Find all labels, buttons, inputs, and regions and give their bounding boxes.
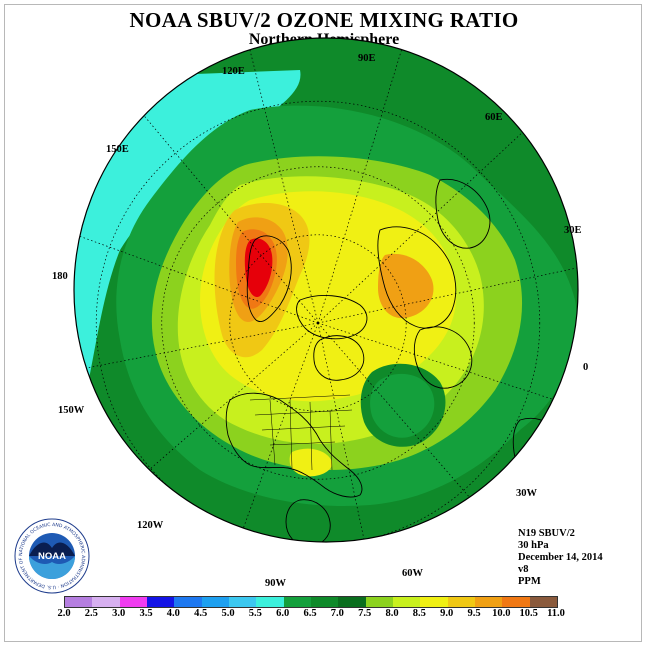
legend-tick-label: 11.0 (547, 608, 565, 619)
siberia-coast-outline (377, 226, 457, 329)
legend-swatch (502, 597, 530, 607)
us-state-lines (249, 394, 353, 471)
arctic-islands-outline (296, 295, 368, 340)
lon-label-150w: 150W (58, 405, 85, 416)
legend-tick-label: 2.5 (84, 608, 98, 619)
meridian-line (317, 256, 578, 324)
legend-tick-label: 7.0 (330, 608, 344, 619)
meridian-line (74, 322, 319, 385)
meridian-line (76, 322, 319, 534)
lon-label-180: 180 (52, 271, 68, 282)
legend-tick-label: 9.0 (440, 608, 454, 619)
map-graticule (74, 38, 578, 542)
field-region-6.5-atlantic (370, 373, 435, 438)
meridian-line (317, 322, 529, 542)
legend-tick-label: 10.0 (492, 608, 511, 619)
meridian-line (317, 104, 553, 324)
legend-tick-label: 10.5 (519, 608, 538, 619)
field-region-8.5-east (378, 253, 434, 319)
field-region-8.0-southeast (289, 448, 333, 477)
scandinavia-outline (413, 326, 473, 389)
greenland-outline (313, 335, 365, 381)
legend-tick-label: 6.5 (303, 608, 317, 619)
ozone-field (74, 38, 578, 542)
legend-swatch (529, 597, 557, 607)
legend-swatch (338, 597, 366, 607)
legend-tick-label: 5.5 (248, 608, 262, 619)
info-panel: N19 SBUV/2 30 hPa December 14, 2014 v8 P… (518, 528, 603, 588)
info-instrument: N19 SBUV/2 (518, 528, 575, 539)
lon-label-120e: 120E (222, 66, 245, 77)
lon-label-120w: 120W (137, 520, 164, 531)
meridian-line (112, 77, 319, 324)
lon-label-60w: 60W (402, 568, 424, 579)
legend-swatch (119, 597, 147, 607)
longitude-labels: 120E 90E 60E 150E 30E 180 0 150W 30W 120… (52, 53, 588, 589)
info-version: v8 (518, 564, 529, 575)
legend-tick-label: 4.0 (166, 608, 180, 619)
page-title: NOAA SBUV/2 OZONE MIXING RATIO (129, 8, 519, 32)
lon-label-30w: 30W (516, 488, 538, 499)
north-america-outline (225, 392, 363, 498)
legend-swatch (392, 597, 421, 607)
legend-tick-label: 7.5 (358, 608, 372, 619)
legend-tick-label: 8.0 (385, 608, 399, 619)
legend-tick-label: 2.0 (57, 608, 71, 619)
legend-swatch (447, 597, 475, 607)
legend-swatch (310, 597, 339, 607)
legend-tick-label: 4.5 (194, 608, 208, 619)
field-region-10.5 (244, 238, 273, 298)
legend-tick-label: 3.5 (139, 608, 153, 619)
lon-label-60e: 60E (485, 112, 503, 123)
legend-swatch (146, 597, 175, 607)
info-units: PPM (518, 576, 541, 587)
lon-label-90w: 90W (265, 578, 287, 589)
latitude-circle (229, 234, 407, 412)
lon-label-150e: 150E (106, 144, 129, 155)
legend-swatch (65, 597, 93, 607)
legend-swatch (474, 597, 503, 607)
latitude-circle (95, 100, 541, 542)
logo-text: NOAA (38, 551, 66, 562)
legend-swatch (201, 597, 229, 607)
legend-tick-label: 5.0 (221, 608, 235, 619)
color-legend-ticks: 2.0 2.5 3.0 3.5 4.0 4.5 5.0 5.5 6.0 6.5 7.0 7.5 8.0 8… (50, 608, 610, 622)
map-boundary (73, 37, 579, 543)
info-pressure: 30 hPa (518, 540, 549, 551)
lon-label-90e: 90E (358, 53, 376, 64)
legend-tick-label: 9.5 (467, 608, 481, 619)
legend-swatch (174, 597, 202, 607)
legend-swatch (228, 597, 257, 607)
legend-swatch (92, 597, 120, 607)
meridian-line (317, 38, 412, 324)
legend-swatch (256, 597, 284, 607)
logo-lower-half (29, 556, 75, 579)
noaa-logo-icon: NATIONAL OCEANIC AND ATMOSPHERIC ADMINIS… (14, 518, 90, 594)
meridian-line (240, 38, 319, 324)
meridian-line (74, 213, 319, 324)
legend-tick-label: 6.0 (276, 608, 290, 619)
meridian-line (317, 322, 385, 542)
legend-swatch (365, 597, 393, 607)
color-legend-bar (64, 596, 558, 608)
lon-label-30e: 30E (564, 225, 582, 236)
legend-tick-label: 8.5 (412, 608, 426, 619)
meridian-line (317, 322, 578, 423)
latitude-circle (161, 166, 475, 480)
logo-bird-shape (29, 542, 75, 556)
meridian-line (208, 322, 319, 542)
central-asia-outline (435, 178, 491, 249)
legend-swatch (283, 597, 311, 607)
info-date: December 14, 2014 (518, 552, 603, 563)
lon-label-0: 0 (583, 362, 588, 373)
caribbean-outline (285, 499, 331, 542)
kamchatka-outline (246, 235, 292, 323)
legend-swatch (420, 597, 448, 607)
legend-tick-label: 3.0 (112, 608, 126, 619)
